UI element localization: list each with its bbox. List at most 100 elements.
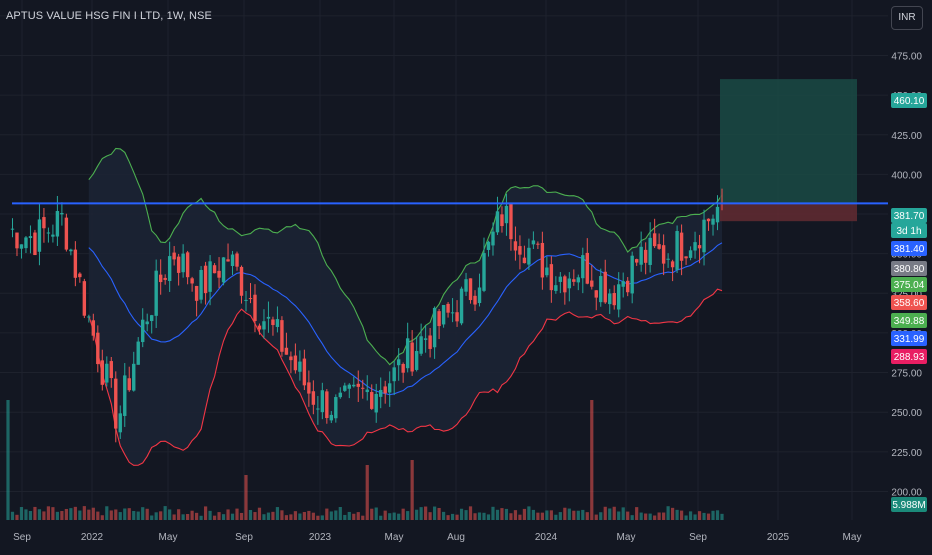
- candle-body: [634, 259, 639, 263]
- candle-body: [257, 325, 262, 330]
- candle-body: [387, 383, 392, 393]
- volume-bar: [150, 515, 154, 520]
- y-tick-label: 275.00: [891, 369, 922, 380]
- volume-bar: [576, 510, 580, 520]
- volume-bars: [6, 400, 724, 520]
- candle-body: [495, 211, 500, 233]
- candle-body: [46, 232, 51, 234]
- candle-body: [554, 285, 558, 291]
- volume-bar: [275, 507, 280, 520]
- volume-bar: [253, 512, 257, 520]
- candle-body: [33, 232, 37, 256]
- candle-body: [132, 363, 136, 391]
- candle-body: [10, 228, 15, 230]
- currency-button[interactable]: INR: [891, 6, 923, 30]
- volume-bar: [87, 509, 91, 520]
- candle-body: [361, 387, 365, 389]
- candle-body: [455, 312, 459, 322]
- volume-bar: [639, 512, 643, 520]
- candle-body: [643, 249, 648, 263]
- candle-body: [590, 280, 594, 287]
- volume-bar: [486, 514, 491, 520]
- candle-body: [423, 338, 428, 340]
- candle-body: [527, 247, 531, 265]
- volume-bar: [406, 511, 410, 520]
- candle-body: [374, 393, 378, 413]
- candle-body: [167, 256, 172, 282]
- candle-body: [185, 252, 190, 278]
- volume-bar: [365, 465, 369, 520]
- candle-body: [693, 242, 697, 251]
- volume-bar: [630, 515, 634, 520]
- x-tick-label: 2025: [767, 532, 790, 543]
- volume-badge-text: 5.988M: [892, 500, 925, 511]
- price-badge-text: 288.93: [894, 352, 925, 363]
- volume-bar: [379, 515, 383, 520]
- volume-bar: [585, 512, 589, 520]
- candle-body: [536, 243, 540, 245]
- candle-body: [657, 244, 661, 249]
- volume-bar: [105, 506, 109, 520]
- volume-bar: [6, 400, 10, 520]
- price-badge: [891, 349, 927, 364]
- volume-bar: [347, 511, 351, 520]
- volume-bar: [239, 512, 244, 520]
- volume-bar: [226, 509, 230, 520]
- basis-line: [88, 242, 723, 396]
- volume-bar: [554, 514, 558, 520]
- volume-bar: [280, 510, 284, 520]
- volume-bar: [450, 513, 455, 520]
- countdown-badge: [891, 223, 927, 238]
- long-position-zone[interactable]: [720, 79, 857, 222]
- candle-body: [293, 355, 298, 371]
- candle-body: [491, 231, 495, 246]
- candle-body: [248, 298, 253, 300]
- candle-body: [271, 319, 275, 326]
- volume-bar: [91, 507, 95, 520]
- candle-body: [446, 303, 450, 313]
- volume-bar: [558, 512, 562, 520]
- candle-body: [109, 361, 113, 379]
- candle-body: [221, 257, 226, 283]
- candle-body: [365, 389, 369, 393]
- volume-bar: [482, 512, 486, 520]
- candle-body: [405, 338, 410, 369]
- volume-bar: [316, 515, 320, 520]
- candle-body: [154, 270, 158, 316]
- candle-body: [639, 246, 643, 265]
- candle-body: [194, 285, 199, 301]
- volume-bar: [284, 515, 289, 520]
- candle-body: [509, 204, 513, 240]
- lower-band-line: [88, 288, 723, 466]
- candle-body: [230, 254, 235, 267]
- volume-bar: [635, 507, 639, 520]
- candle-body: [581, 255, 585, 279]
- y-tick-label: 425.00: [891, 131, 922, 142]
- volume-bar: [464, 510, 468, 520]
- volume-bar: [235, 508, 239, 520]
- candle-body: [302, 358, 307, 386]
- candle-body: [684, 256, 688, 259]
- candle-body: [379, 389, 383, 397]
- volume-bar: [289, 514, 293, 520]
- volume-bar: [73, 506, 77, 520]
- candle-body: [661, 245, 666, 264]
- volume-bar: [653, 515, 657, 520]
- volume-bar: [244, 475, 248, 520]
- price-badge-text: 331.99: [894, 334, 925, 345]
- price-badge-text: 460.10: [894, 96, 925, 107]
- volume-bar: [123, 508, 127, 520]
- candle-body: [163, 277, 167, 280]
- volume-bar: [509, 513, 513, 520]
- candle-body: [123, 375, 127, 416]
- candle-body: [235, 253, 239, 267]
- candle-body: [549, 264, 554, 291]
- volume-bar: [527, 506, 531, 520]
- candle-body: [518, 246, 522, 255]
- candle-body: [78, 273, 82, 278]
- x-tick-label: Sep: [689, 532, 707, 543]
- candle-body: [477, 287, 482, 304]
- volume-bar: [473, 513, 477, 520]
